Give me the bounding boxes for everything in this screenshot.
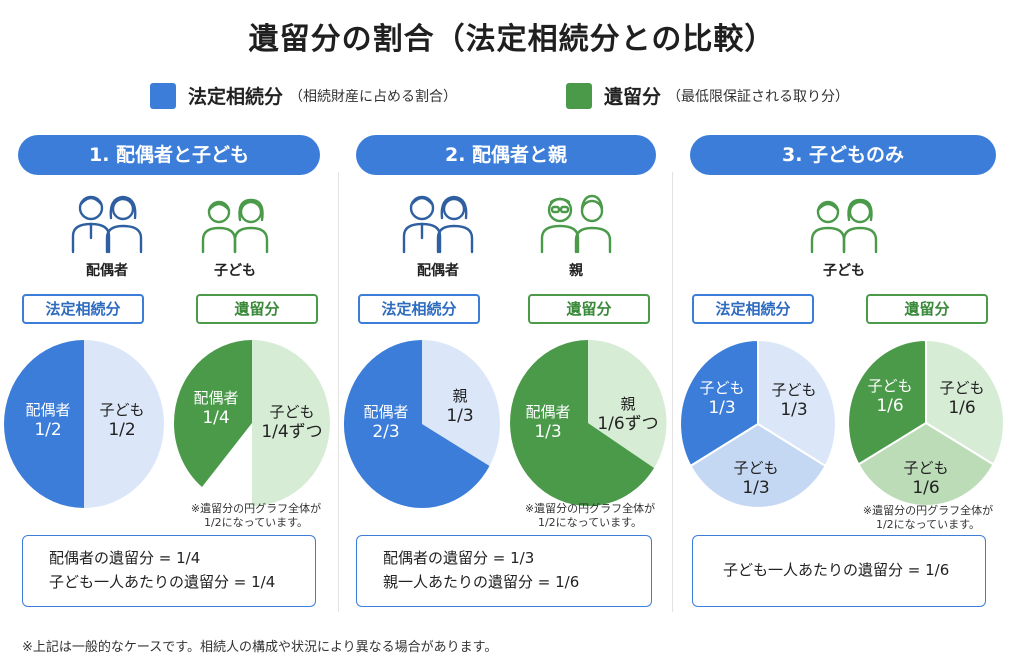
summary-line: 子ども一人あたりの遺留分 = 1/6: [723, 561, 950, 579]
pie-label-child: 子ども 1/3: [699, 379, 745, 418]
summary-line: 親一人あたりの遺留分 = 1/6: [383, 573, 580, 591]
summary-line: 配偶者の遺留分 = 1/3: [383, 549, 535, 567]
panel-header: 2. 配偶者と親: [356, 135, 656, 175]
tag-reserved: 遺留分: [866, 294, 988, 324]
pie-label-child: 子ども 1/3: [733, 459, 779, 498]
legend-reserved-label: 遺留分: [604, 86, 662, 108]
tag-statutory: 法定相続分: [22, 294, 144, 324]
pie-slice-spouse: [173, 340, 252, 487]
legend-reserved: 遺留分 （最低限保証される取り分）: [566, 82, 849, 109]
panel-divider: [338, 172, 339, 612]
legend-reserved-note: （最低限保証される取り分）: [667, 88, 850, 105]
pie-slice-parents: [422, 340, 500, 466]
children-group: 子ども: [185, 190, 285, 280]
spouse-couple-group: 配偶者: [388, 190, 488, 280]
pie-slice-child-2: [757, 338, 837, 468]
pie-slice-spouse: [343, 339, 490, 508]
pie-reserved: [847, 338, 1005, 507]
pie-slice-spouse: [4, 340, 84, 508]
pie-label-children: 子ども 1/2: [99, 401, 145, 440]
children-icon: [201, 198, 269, 254]
tag-statutory: 法定相続分: [692, 294, 814, 324]
page-title: 遺留分の割合（法定相続分との比較）: [248, 22, 776, 57]
chart-note: ※遺留分の円グラフ全体が 1/2になっています。: [862, 504, 994, 531]
person-label: 子ども: [214, 263, 256, 279]
pie-label-spouse: 配偶者 1/3: [525, 403, 571, 442]
pie-label-parents: 親 1/6ずつ: [597, 395, 659, 434]
tag-reserved: 遺留分: [528, 294, 650, 324]
panel-spouse-parents: 2. 配偶者と親 配偶者: [340, 130, 680, 615]
panel-spouse-children: 1. 配偶者と子ども 配偶者 子ども: [0, 130, 340, 615]
pie-slice-child-3: [689, 422, 827, 509]
person-label: 親: [569, 263, 583, 279]
tag-statutory: 法定相続分: [358, 294, 480, 324]
children-icon: [810, 198, 878, 254]
pie-reserved: [510, 339, 667, 507]
panel-header: 3. 子どものみ: [690, 135, 996, 175]
summary-box: 配偶者の遺留分 = 1/4 子ども一人あたりの遺留分 = 1/4: [22, 535, 316, 607]
pie-label-spouse: 配偶者 1/4: [193, 389, 239, 428]
children-group: 子ども: [794, 190, 894, 280]
pie-label-child: 子ども 1/6: [939, 379, 985, 418]
chart-note: ※遺留分の円グラフ全体が 1/2になっています。: [524, 502, 656, 529]
legend-statutory-label: 法定相続分: [188, 86, 284, 108]
pie-label-spouse: 配偶者 2/3: [363, 403, 409, 442]
panel-header: 1. 配偶者と子ども: [18, 135, 320, 175]
pie-statutory: [4, 340, 164, 508]
summary-box: 子ども一人あたりの遺留分 = 1/6: [692, 535, 986, 607]
parents-group: 親: [526, 190, 626, 280]
pie-slice-child-3: [857, 421, 995, 507]
parents-icon: [540, 194, 612, 254]
summary-line: 子ども一人あたりの遺留分 = 1/4: [49, 573, 276, 591]
pie-slice-child-1: [679, 338, 759, 468]
legend-swatch-blue: [150, 82, 176, 109]
summary-box: 配偶者の遺留分 = 1/3 親一人あたりの遺留分 = 1/6: [356, 535, 652, 607]
chart-note: ※遺留分の円グラフ全体が 1/2になっています。: [190, 502, 322, 529]
person-label: 配偶者: [417, 263, 459, 279]
pie-label-child: 子ども 1/6: [903, 459, 949, 498]
person-label: 子ども: [823, 263, 865, 279]
pie-slice-child-1: [847, 338, 927, 466]
pie-slice-spouse: [510, 340, 654, 507]
summary-line: 配偶者の遺留分 = 1/4: [49, 549, 201, 567]
legend-statutory-note: （相続財産に占める割合）: [289, 88, 458, 105]
pie-slice-parents: [588, 339, 667, 468]
legend-swatch-green: [566, 82, 592, 109]
pie-statutory: [679, 338, 837, 509]
spouse-couple-icon: [71, 195, 143, 254]
panel-children-only: 3. 子どものみ 子ども 法定相続分 遺留分 子ども 1/3 子ども 1/3 子ども…: [676, 130, 1016, 615]
legend-statutory: 法定相続分 （相続財産に占める割合）: [150, 82, 457, 109]
pie-label-children: 子ども 1/4ずつ: [261, 403, 323, 442]
pie-slice-child-2: [925, 338, 1005, 466]
pie-reserved: [173, 340, 330, 506]
pie-label-parents: 親 1/3: [446, 387, 474, 426]
pie-slice-children: [84, 340, 164, 508]
pie-slice-children: [252, 340, 330, 506]
legend: 法定相続分 （相続財産に占める割合） 遺留分 （最低限保証される取り分）: [0, 82, 1024, 114]
pie-label-spouse: 配偶者 1/2: [25, 401, 71, 440]
person-label: 配偶者: [86, 263, 128, 279]
footnote: ※上記は一般的なケースです。相続人の構成や状況により異なる場合があります。: [22, 640, 498, 655]
panel-divider: [672, 172, 673, 612]
spouse-couple-group: 配偶者: [57, 190, 157, 280]
pie-label-child: 子ども 1/3: [771, 381, 817, 420]
spouse-couple-icon: [402, 195, 474, 254]
pie-statutory: [343, 339, 500, 508]
pie-label-child: 子ども 1/6: [867, 377, 913, 416]
tag-reserved: 遺留分: [196, 294, 318, 324]
